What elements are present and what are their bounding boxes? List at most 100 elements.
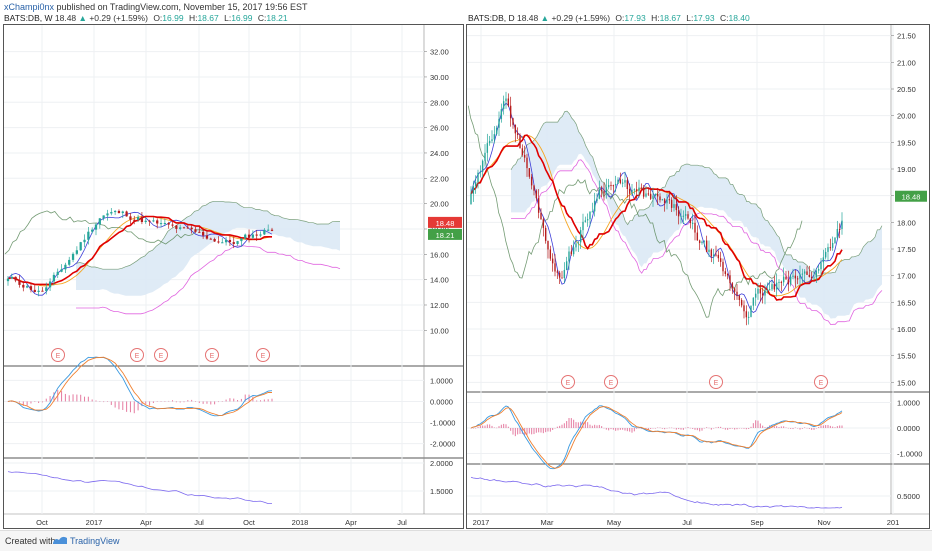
left-symbol[interactable]: BATS:DB, W [4, 13, 53, 23]
macd-histogram-bar [745, 428, 747, 430]
candle-body [773, 284, 776, 290]
footer-bar: Created with TradingView [0, 530, 932, 551]
macd-histogram-bar [577, 422, 579, 428]
right-close: 18.40 [728, 13, 750, 23]
candle-body [801, 273, 804, 275]
macd-histogram-bar [229, 398, 231, 402]
macd-histogram-bar [820, 425, 822, 428]
volatility-oscillator-line [470, 476, 843, 509]
tradingview-logo-icon[interactable] [52, 534, 68, 546]
candle-body [565, 261, 568, 270]
candle-body [596, 198, 598, 201]
macd-histogram-bar [608, 428, 610, 431]
macd-histogram-bar [829, 425, 831, 428]
candle-body [68, 259, 71, 265]
candle-body [556, 271, 559, 273]
macd-histogram-bar [271, 398, 273, 402]
candle-body [18, 280, 21, 285]
macd-histogram-bar [738, 428, 740, 429]
macd-histogram-bar [647, 428, 649, 431]
right-symbol[interactable]: BATS:DB, D [468, 13, 515, 23]
last-price-badge-label: 18.48 [902, 193, 921, 202]
left-chart-canvas[interactable]: Oct 2017 Apr Jul Oct 2018 Apr Jul 32.00 30.00 28.0… [4, 25, 463, 528]
macd-histogram-bar [172, 400, 174, 402]
candle-body [505, 98, 507, 102]
candle-body [572, 247, 575, 255]
macd-histogram-bar [580, 421, 582, 428]
macd-histogram-bar [538, 428, 540, 433]
macd-histogram-bar [68, 395, 70, 402]
candle-body [631, 190, 633, 194]
candle-body [635, 189, 638, 192]
candle-body [491, 139, 493, 141]
macd-histogram-bar [748, 428, 750, 429]
macd-histogram-bar [701, 428, 703, 431]
macd-histogram-bar [486, 424, 488, 428]
macd-histogram-bar [168, 400, 170, 402]
time-axis-label: Oct [36, 518, 49, 527]
macd-histogram-bar [636, 428, 638, 429]
candle-body [533, 185, 535, 191]
macd-histogram-bar [49, 396, 51, 402]
candle-body [638, 187, 640, 192]
right-chart-canvas[interactable]: 2017 Mar May Jul Sep Nov 201 21.50 21.00 20.50 20.… [467, 25, 929, 528]
macd-histogram-bar [780, 426, 782, 428]
macd-histogram-bar [631, 428, 633, 433]
macd-histogram-bar [149, 401, 151, 406]
candle-body [701, 241, 703, 244]
macd-histogram-bar [556, 426, 558, 428]
left-chart-panel[interactable]: Oct 2017 Apr Jul Oct 2018 Apr Jul 32.00 30.00 28.0… [3, 24, 464, 529]
price-axis-label: 21.50 [897, 32, 916, 41]
candle-body [554, 263, 556, 272]
macd-histogram-bar [500, 424, 502, 428]
candle-body [113, 210, 117, 213]
candle-body [722, 261, 724, 272]
candle-body [810, 276, 813, 279]
macd-histogram-bar [18, 401, 20, 403]
candle-body [502, 101, 505, 110]
candle-body [621, 182, 624, 184]
candle-body [486, 143, 489, 153]
price-axis-label: 16.00 [430, 250, 449, 259]
candle-body [37, 290, 40, 292]
earnings-marker [604, 375, 618, 389]
candle-body [570, 251, 573, 255]
earnings-marker-label: E [714, 380, 719, 387]
candle-body [41, 290, 44, 292]
candle-body [789, 276, 792, 285]
macd-histogram-bar [839, 425, 841, 428]
macd-histogram-bar [589, 424, 591, 428]
macd-histogram-bar [263, 399, 265, 402]
time-axis-label: 2018 [292, 518, 309, 527]
publish-text: published on TradingView.com, November 1… [56, 2, 308, 12]
macd-histogram-bar [45, 398, 47, 402]
candle-body [589, 211, 591, 220]
senkou-span-a-line [75, 200, 340, 270]
candle-body [694, 222, 696, 233]
candle-body [619, 179, 622, 183]
right-chart-panel[interactable]: 2017 Mar May Jul Sep Nov 201 21.50 21.00 20.50 20.… [466, 24, 930, 529]
created-with-text: Created with [5, 536, 56, 546]
candle-body [519, 135, 521, 149]
candle-body [509, 105, 512, 119]
candle-body [568, 251, 570, 262]
macd-histogram-bar [794, 427, 796, 429]
macd-axis-label: 1.0000 [897, 399, 920, 408]
macd-histogram-bar [191, 399, 193, 402]
candle-body [668, 199, 671, 201]
candle-body [778, 281, 780, 283]
macd-histogram-bar [145, 401, 147, 404]
author-link[interactable]: xChampi0nx [4, 2, 55, 12]
macd-histogram-bar [673, 428, 675, 429]
tradingview-brand[interactable]: TradingView [70, 536, 120, 546]
candle-body [841, 220, 843, 230]
candle-body [813, 277, 815, 279]
right-close-label: C: [719, 13, 729, 23]
candle-body [820, 262, 822, 270]
candle-body [682, 215, 685, 217]
candle-body [125, 211, 128, 217]
candle-body [754, 293, 757, 298]
candle-body [799, 274, 801, 279]
macd-histogram-bar [568, 418, 570, 428]
candle-body [171, 224, 174, 226]
